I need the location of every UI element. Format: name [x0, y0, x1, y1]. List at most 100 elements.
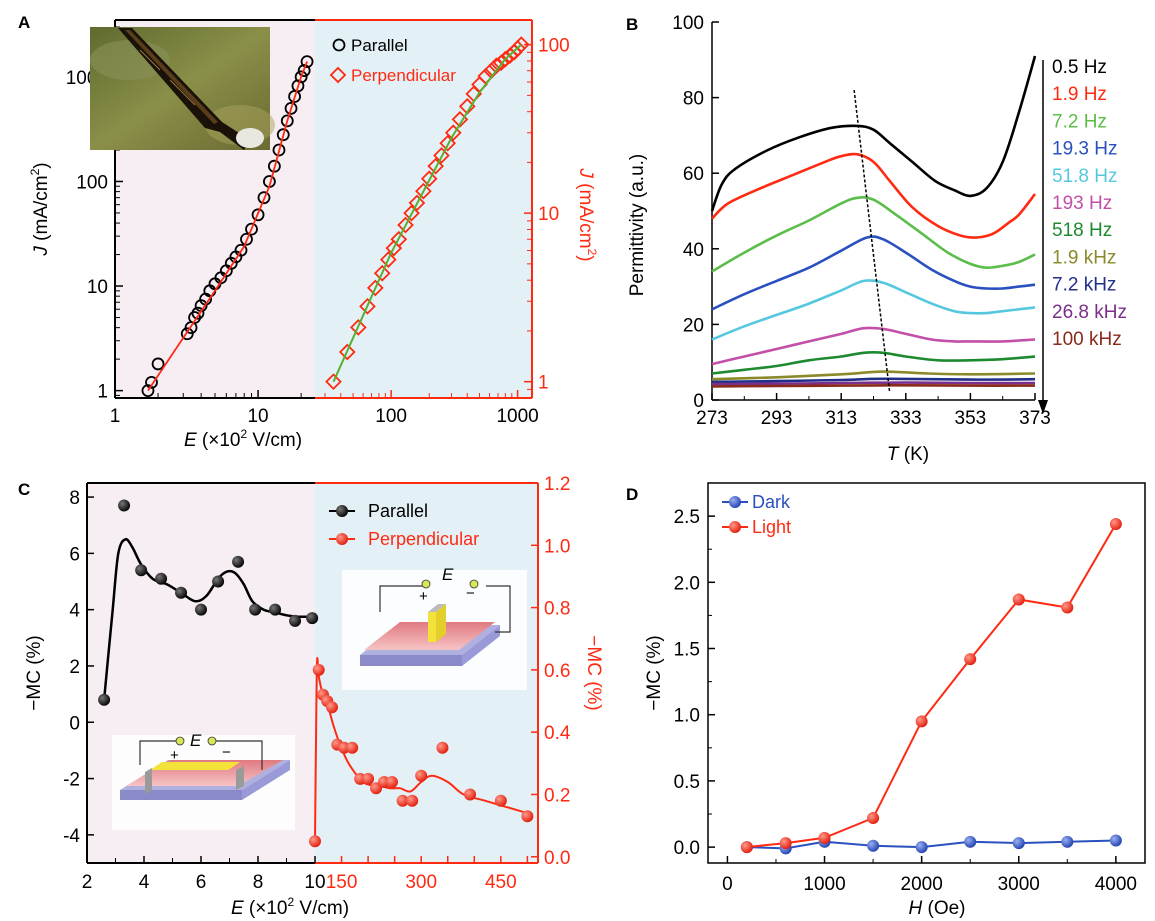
a-perpendicular-point — [458, 98, 476, 115]
c-perpendicular-point — [415, 769, 428, 782]
c-y2-tick-label: 0.8 — [544, 599, 570, 620]
panel-d-y-axis-label: −MC (%) — [644, 635, 665, 710]
d-y-tick-label: 0.0 — [674, 838, 700, 859]
c-y-tick-label: -4 — [63, 826, 80, 847]
frequency-arrow-head — [1038, 400, 1048, 414]
a-parallel-point — [276, 128, 290, 142]
c-parallel-point — [155, 572, 168, 585]
legend-perpendicular-label: Perpendicular — [368, 529, 479, 549]
legend-dark-dot — [729, 496, 741, 508]
a-parallel-point — [141, 384, 155, 398]
a-perpendicular-point — [373, 264, 391, 282]
legend-parallel-marker — [332, 38, 346, 52]
panel-b-letter: B — [626, 15, 638, 34]
panel-d-legend: Dark Light — [722, 492, 791, 537]
b-legend-label: 26.8 kHz — [1052, 302, 1127, 323]
a-parallel-point — [284, 101, 298, 115]
d-series-point — [1061, 601, 1074, 614]
a-perpendicular-point — [325, 373, 342, 391]
c-perpendicular-point — [464, 788, 477, 801]
a-y2-tick-label: 100 — [538, 36, 570, 57]
legend-light-dot — [729, 521, 741, 533]
a-parallel-point — [234, 243, 248, 257]
c-y-tick-label: 6 — [69, 544, 80, 565]
schematic-parallel-plus: + — [170, 747, 179, 764]
panel-c-y-axis-label-right: −MC (%) — [583, 635, 604, 710]
b-series-line — [711, 383, 1036, 388]
d-series-line — [746, 523, 1117, 849]
a-y-tick-label: 10 — [87, 277, 108, 298]
device-schematic-perpendicular: E + − — [342, 565, 527, 690]
c-y2-tick-label: 0.0 — [544, 848, 570, 869]
c-x-tick-label: 10 — [304, 872, 325, 893]
legend-light-label: Light — [752, 517, 791, 537]
a-parallel-point — [251, 208, 265, 222]
c-y2-tick-label: 1.2 — [544, 474, 570, 495]
legend-perpendicular-label: Perpendicular — [351, 66, 456, 85]
b-series-line — [711, 377, 1036, 384]
d-x-tick-label: 3000 — [998, 874, 1040, 895]
b-legend-label: 19.3 Hz — [1052, 139, 1117, 160]
d-series-point — [779, 837, 792, 850]
a-parallel-point — [297, 64, 311, 77]
a-parallel-point — [272, 143, 286, 157]
legend-dark-label: Dark — [752, 492, 791, 512]
c-y-tick-label: 2 — [69, 657, 80, 678]
d-series-point — [1109, 834, 1122, 847]
c-perpendicular-point — [406, 794, 419, 807]
b-series-line — [711, 279, 1036, 341]
c-y-tick-label: 0 — [69, 713, 80, 734]
c-x-tick-label: 6 — [196, 872, 207, 893]
c-parallel-point — [135, 564, 148, 577]
panel-c-legend: Parallel Perpendicular — [329, 501, 479, 549]
d-y-tick-label: 0.5 — [674, 772, 700, 793]
a-x2-tick-label: 1000 — [496, 406, 538, 427]
panel-c-y-axis-label-left: −MC (%) — [24, 635, 45, 710]
schematic-perpendicular-plus: + — [419, 588, 428, 605]
c-parallel-point — [98, 693, 111, 706]
panel-d-frame — [707, 482, 1146, 864]
panel-a-x-axis-label: E (×102 V/cm) — [184, 427, 302, 451]
c-x-tick-label: 8 — [253, 872, 264, 893]
a-parallel-point — [294, 70, 308, 84]
a-y2-tick-label: 1 — [538, 373, 549, 394]
a-y-tick-label: 1 — [97, 382, 108, 403]
a-parallel-point — [300, 55, 314, 69]
b-x-tick-label: 293 — [761, 408, 793, 429]
a-perpendicular-point — [379, 251, 397, 268]
b-series-line — [711, 196, 1036, 273]
c-perpendicular-point — [312, 663, 325, 676]
a-parallel-point — [245, 222, 258, 236]
legend-perpendicular-marker — [329, 66, 347, 84]
d-x-tick-label: 4000 — [1095, 874, 1137, 895]
panel-a-y-axis-label-right: J (mA/cm2) — [575, 167, 599, 261]
d-y-tick-label: 2.0 — [674, 573, 700, 594]
b-peak-trend-line — [853, 89, 891, 393]
legend-parallel-label: Parallel — [368, 501, 428, 521]
panel-b-y-axis-label: Permittivity (a.u.) — [627, 154, 648, 297]
panel-c: 2 4 6 8 10 150 300 450 -4 -2 0 2 4 6 8 0.0 0.2 0.4 0.6 0.8 1… — [18, 474, 604, 919]
b-series-line — [711, 152, 1037, 239]
d-series-point — [740, 841, 753, 854]
d-series-point — [818, 831, 831, 844]
panel-a-y-axis-label-left: J (mA/cm2) — [28, 162, 52, 256]
schematic-parallel-field-label: E — [190, 731, 202, 750]
panel-c-letter: C — [18, 480, 30, 499]
c-parallel-point — [269, 603, 282, 616]
b-y-tick-label: 40 — [683, 240, 704, 261]
a-parallel-point — [151, 357, 165, 371]
a-perpendicular-point — [390, 230, 408, 248]
a-parallel-point — [257, 191, 271, 205]
d-series-point — [1109, 518, 1122, 531]
legend-parallel-dot — [336, 505, 348, 517]
c-y2-tick-label: 0.4 — [544, 723, 571, 744]
a-perpendicular-point — [349, 319, 367, 336]
c-y-tick-label: 8 — [69, 488, 80, 509]
panel-b: B 273 293 313 333 353 373 0 20 40 60 80 100 0.5 Hz 1… — [626, 13, 1127, 465]
b-x-tick-label: 273 — [696, 408, 728, 429]
b-legend-label: 518 Hz — [1052, 220, 1112, 241]
c-perpendicular-point — [494, 794, 507, 807]
panel-b-x-axis-label: T (K) — [887, 444, 929, 465]
a-parallel-point — [240, 232, 253, 246]
